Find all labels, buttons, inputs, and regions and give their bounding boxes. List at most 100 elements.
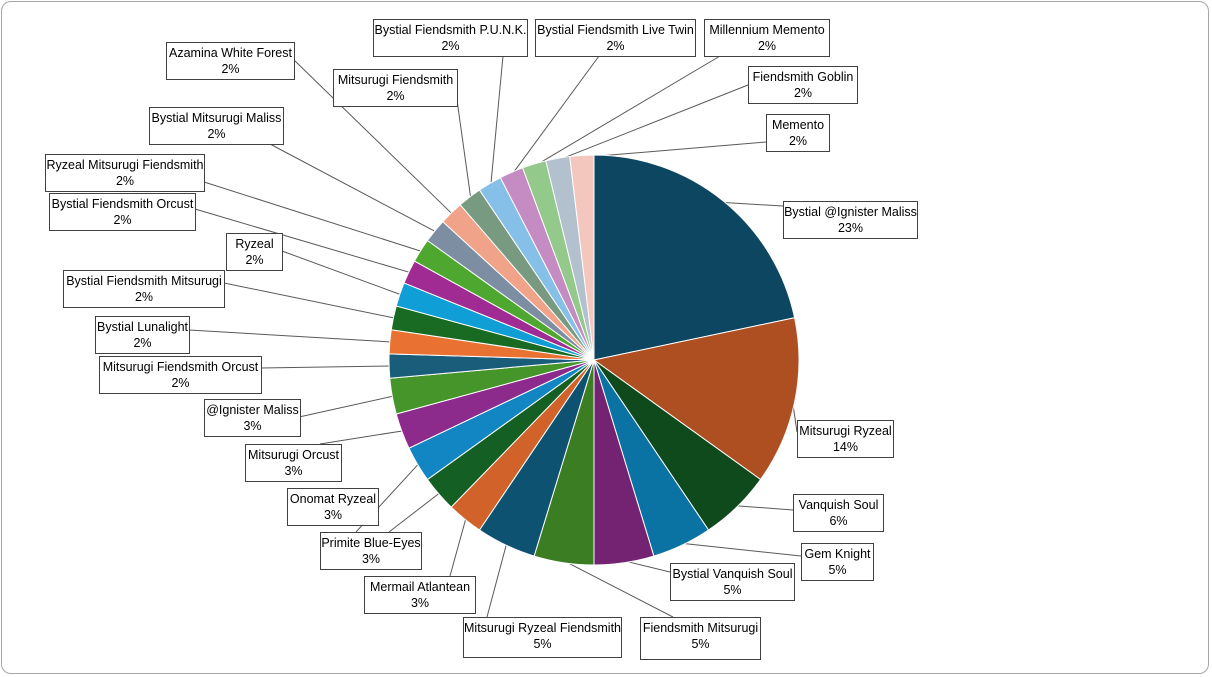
slice-name-label: Fiendsmith Goblin — [753, 70, 854, 84]
data-label: Mermail Atlantean 3% — [364, 576, 476, 614]
slice-percent-label: 23% — [838, 221, 863, 235]
slice-name-label: Bystial @Ignister Maliss — [784, 205, 917, 219]
data-label: Bystial Mitsurugi Maliss 2% — [149, 107, 284, 145]
data-label: Onomat Ryzeal 3% — [287, 488, 379, 526]
data-label: Bystial Vanquish Soul 5% — [670, 563, 795, 601]
data-label-box — [320, 532, 422, 570]
data-label: Bystial Fiendsmith P.U.N.K. 2% — [373, 19, 528, 57]
slice-percent-label: 2% — [441, 39, 459, 53]
leader-line — [269, 143, 437, 233]
leader-line — [490, 55, 504, 186]
data-label-box — [766, 114, 830, 152]
leader-line — [319, 430, 404, 445]
leader-line — [721, 201, 784, 207]
data-label: Mitsurugi Fiendsmith 2% — [333, 69, 458, 107]
leader-line — [203, 181, 423, 253]
leader-line — [281, 250, 402, 296]
data-label-box — [783, 201, 918, 239]
slice-percent-label: 2% — [794, 86, 812, 100]
data-label: Gem Knight 5% — [801, 543, 874, 581]
pie-slice-26 — [569, 154, 595, 361]
slice-name-label: Millennium Memento — [709, 23, 824, 37]
slice-percent-label: 3% — [243, 419, 261, 433]
leader-line — [289, 395, 395, 420]
pie-slices — [388, 154, 800, 566]
slice-name-label: Mitsurugi Orcust — [248, 448, 340, 462]
data-label-box — [49, 193, 196, 231]
slice-name-label: Bystial Fiendsmith P.U.N.K. — [375, 23, 527, 37]
leader-line — [456, 99, 472, 199]
slice-percent-label: 3% — [411, 596, 429, 610]
data-label-box — [801, 543, 874, 581]
slice-name-label: Bystial Fiendsmith Live Twin — [537, 23, 694, 37]
data-label-box — [99, 356, 262, 394]
slice-name-label: Mitsurugi Fiendsmith — [338, 73, 453, 87]
data-label-box — [226, 233, 283, 271]
slice-name-label: Bystial Lunalight — [97, 320, 189, 334]
data-label: Mitsurugi Ryzeal 14% — [797, 420, 894, 458]
slice-name-label: Mitsurugi Ryzeal Fiendsmith — [464, 621, 621, 635]
slice-percent-label: 3% — [284, 464, 302, 478]
data-label-box — [640, 617, 761, 660]
data-label-box — [166, 42, 295, 80]
leader-line — [188, 329, 392, 343]
slice-percent-label: 2% — [221, 62, 239, 76]
data-label: Mitsurugi Orcust 3% — [245, 444, 342, 482]
leader-line — [511, 55, 600, 175]
slice-name-label: Ryzeal Mitsurugi Fiendsmith — [47, 158, 204, 172]
data-label-box — [245, 444, 342, 482]
leader-lines — [188, 55, 802, 618]
data-labels: Bystial @Ignister Maliss 23% Mitsurugi Ryz… — [45, 19, 918, 660]
data-label-box — [63, 270, 225, 308]
data-label: Ryzeal 2% — [226, 233, 283, 271]
leader-line — [735, 505, 794, 511]
data-label-box — [373, 19, 528, 57]
slice-percent-label: 2% — [116, 174, 134, 188]
leader-line — [293, 59, 453, 215]
pie-slice-1 — [593, 154, 796, 361]
slice-percent-label: 2% — [386, 89, 404, 103]
data-label-box — [797, 420, 894, 458]
data-label-box — [204, 399, 301, 437]
leader-line — [194, 208, 411, 274]
leader-line — [581, 141, 767, 158]
slice-percent-label: 5% — [691, 637, 709, 651]
slice-name-label: Fiendsmith Mitsurugi — [643, 621, 758, 635]
slice-name-label: Ryzeal — [235, 237, 273, 251]
leader-line — [260, 365, 392, 369]
leader-line — [563, 560, 674, 618]
leader-line — [623, 560, 671, 573]
data-label: Millennium Memento 2% — [704, 19, 830, 57]
data-label-box — [95, 316, 190, 354]
slice-percent-label: 2% — [113, 213, 131, 227]
data-label: Bystial Fiendsmith Mitsurugi 2% — [63, 270, 225, 308]
slice-percent-label: 6% — [829, 514, 847, 528]
leader-line — [534, 55, 721, 167]
data-label: Fiendsmith Mitsurugi 5% — [640, 617, 761, 660]
data-label: Bystial Fiendsmith Live Twin 2% — [535, 19, 696, 57]
data-label: Primite Blue-Eyes 3% — [320, 532, 422, 570]
data-label-box — [45, 154, 205, 192]
slice-percent-label: 2% — [606, 39, 624, 53]
data-label-box — [364, 576, 476, 614]
data-label: Ryzeal Mitsurugi Fiendsmith 2% — [45, 154, 205, 192]
slice-name-label: Bystial Fiendsmith Orcust — [52, 197, 194, 211]
slice-percent-label: 2% — [245, 253, 263, 267]
slice-percent-label: 2% — [135, 290, 153, 304]
slice-percent-label: 2% — [171, 376, 189, 390]
leader-line — [223, 282, 396, 319]
slice-percent-label: 2% — [758, 39, 776, 53]
pie-slice-2 — [592, 317, 800, 481]
slice-name-label: Vanquish Soul — [799, 498, 879, 512]
data-label: Azamina White Forest 2% — [166, 42, 295, 80]
slice-percent-label: 2% — [207, 127, 225, 141]
leader-line — [557, 84, 749, 161]
data-label-box — [287, 488, 379, 526]
data-label-box — [670, 563, 795, 601]
data-label: Memento 2% — [766, 114, 830, 152]
data-label: Fiendsmith Goblin 2% — [748, 66, 858, 104]
slice-percent-label: 3% — [362, 552, 380, 566]
slice-name-label: Mermail Atlantean — [370, 580, 470, 594]
slice-name-label: Mitsurugi Ryzeal — [799, 424, 891, 438]
slice-name-label: Onomat Ryzeal — [290, 492, 376, 506]
